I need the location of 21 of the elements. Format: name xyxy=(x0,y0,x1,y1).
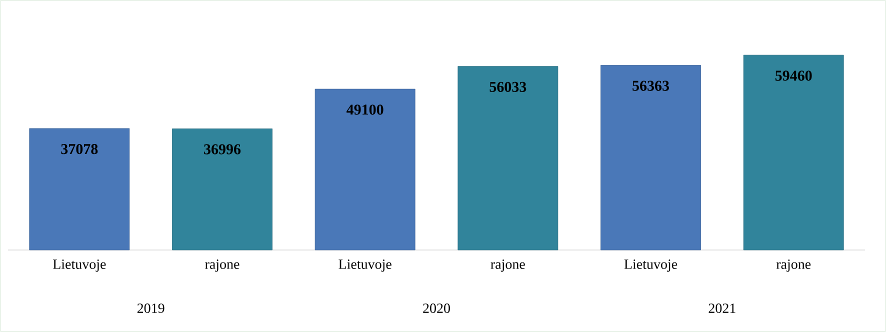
x-tick-label: rajone xyxy=(205,260,240,272)
data-label: 49100 xyxy=(346,104,384,115)
data-label: 56033 xyxy=(490,82,526,92)
x-tick-label: rajone xyxy=(776,260,811,272)
data-label: 37078 xyxy=(61,144,98,154)
text: 2020 xyxy=(423,304,450,313)
data-label: 56363 xyxy=(632,80,669,91)
bar xyxy=(458,66,558,250)
x-tick-label: Lietuvoje xyxy=(338,260,392,272)
bar xyxy=(600,65,701,250)
bar xyxy=(314,88,416,250)
data-label: 36996 xyxy=(204,144,241,154)
x-tick-label: Lietuvoje xyxy=(624,260,678,272)
bar xyxy=(743,54,844,250)
text: 2019 xyxy=(137,304,164,313)
data-label: 59460 xyxy=(775,70,812,81)
bar xyxy=(29,128,130,250)
text: 2021 xyxy=(708,304,736,313)
bar xyxy=(172,128,272,250)
x-tick-label: Lietuvoje xyxy=(53,260,106,272)
x-tick-label: rajone xyxy=(490,260,525,272)
